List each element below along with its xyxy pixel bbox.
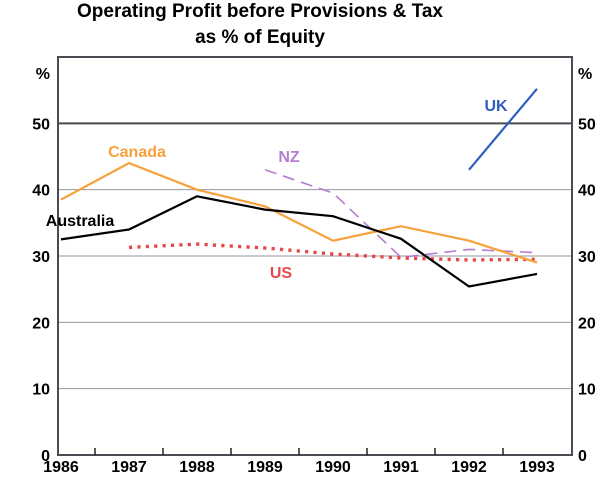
y-tick-label-left-40: 40 <box>32 183 50 200</box>
series-label-australia: Australia <box>46 213 115 230</box>
x-tick-label-1993: 1993 <box>519 459 555 476</box>
y-tick-label-right-40: 40 <box>578 183 596 200</box>
x-tick-label-1988: 1988 <box>179 459 215 476</box>
x-tick-label-1992: 1992 <box>451 459 487 476</box>
series-label-canada: Canada <box>108 144 166 161</box>
y-tick-label-left-0: 0 <box>41 448 50 465</box>
y-tick-label-right-0: 0 <box>578 448 587 465</box>
y-tick-label-left-30: 30 <box>32 249 50 266</box>
x-tick-label-1986: 1986 <box>43 459 79 476</box>
y-tick-label-left-50: 50 <box>32 116 50 133</box>
x-tick-label-1987: 1987 <box>111 459 147 476</box>
plot-frame <box>57 56 573 456</box>
series-line-us <box>128 242 538 262</box>
y-tick-label-left-20: 20 <box>32 315 50 332</box>
chart-title-line2: as % of Equity <box>195 27 325 48</box>
y-unit-label-left: % <box>36 66 50 83</box>
series-label-uk: UK <box>484 98 508 115</box>
series-line-australia <box>60 195 538 288</box>
series-label-nz: NZ <box>278 149 300 166</box>
series-line-nz <box>264 169 538 259</box>
series-line-uk <box>468 88 538 171</box>
y-unit-label-right: % <box>578 66 592 83</box>
x-tick-label-1990: 1990 <box>315 459 351 476</box>
y-tick-label-right-10: 10 <box>578 382 596 399</box>
y-tick-label-right-30: 30 <box>578 249 596 266</box>
x-tick-label-1991: 1991 <box>383 459 419 476</box>
series-label-us: US <box>270 265 293 282</box>
y-tick-label-right-20: 20 <box>578 315 596 332</box>
y-tick-label-right-50: 50 <box>578 116 596 133</box>
series-line-canada <box>60 161 538 264</box>
chart-title-line1: Operating Profit before Provisions & Tax <box>77 1 443 22</box>
x-tick-label-1989: 1989 <box>247 459 283 476</box>
y-tick-label-left-10: 10 <box>32 382 50 399</box>
